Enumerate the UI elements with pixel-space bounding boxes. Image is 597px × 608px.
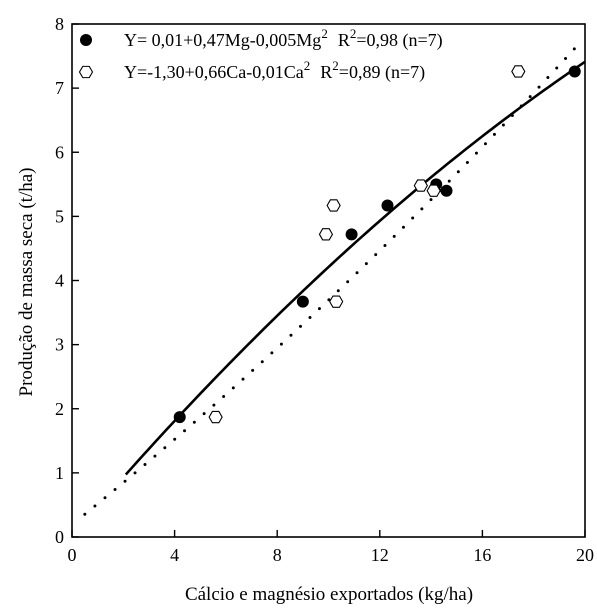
legend-marker-ca xyxy=(78,65,94,79)
x-tick-label: 16 xyxy=(473,545,491,565)
y-tick-label: 1 xyxy=(55,463,64,483)
y-axis-label: Produção de massa seca (t/ha) xyxy=(16,168,37,397)
legend: Y= 0,01+0,47Mg-0,005Mg2 R2=0,98 (n=7)Y=-1… xyxy=(78,26,443,83)
point-mg xyxy=(345,228,358,241)
point-mg xyxy=(381,199,394,212)
x-tick-label: 4 xyxy=(170,545,179,565)
point-mg xyxy=(440,184,453,197)
legend-marker-mg xyxy=(80,34,92,46)
point-ca xyxy=(208,410,223,424)
plot-border xyxy=(71,23,586,538)
y-tick-label: 0 xyxy=(55,527,64,547)
x-tick-label: 8 xyxy=(273,545,282,565)
legend-equation-mg: Y= 0,01+0,47Mg-0,005Mg2 R2=0,98 (n=7) xyxy=(124,26,443,51)
y-tick-label: 6 xyxy=(55,142,64,162)
y-tick-label: 7 xyxy=(55,78,64,98)
x-axis-label: Cálcio e magnésio exportados (kg/ha) xyxy=(185,584,473,605)
y-tick-label: 5 xyxy=(55,206,64,226)
equation-r-exponent: 2 xyxy=(350,26,357,41)
point-ca xyxy=(413,179,428,192)
plot-frame xyxy=(71,23,586,538)
y-tick-label: 2 xyxy=(55,399,64,419)
point-ca xyxy=(329,295,344,308)
point-ca xyxy=(326,199,341,212)
x-tick-label: 0 xyxy=(68,545,77,565)
equation-r-letter: R xyxy=(338,30,350,50)
equation-r-exponent: 2 xyxy=(332,58,339,73)
point-mg xyxy=(568,65,581,78)
equation-main: Y=-1,30+0,66Ca-0,01Ca xyxy=(124,62,304,82)
point-ca xyxy=(511,65,526,78)
y-axis-ticks: 0 1 2 3 4 5 6 7 8 xyxy=(55,14,79,547)
y-tick-label: 8 xyxy=(55,14,64,34)
equation-main: Y= 0,01+0,47Mg-0,005Mg xyxy=(124,30,321,50)
fit-curve-mg xyxy=(124,60,586,476)
equation-r2-value: =0,89 (n=7) xyxy=(339,62,425,83)
fit-curve-ca xyxy=(83,46,577,516)
y-tick-label: 3 xyxy=(55,335,64,355)
x-tick-label: 12 xyxy=(371,545,389,565)
equation-r-letter: R xyxy=(320,62,332,82)
equation-exponent: 2 xyxy=(304,58,311,73)
point-ca xyxy=(318,228,334,241)
point-mg xyxy=(173,411,186,424)
y-tick-label: 4 xyxy=(55,271,64,291)
fit-curves xyxy=(83,46,586,516)
data-points xyxy=(173,65,581,424)
equation-r2-value: =0,98 (n=7) xyxy=(356,30,442,51)
point-ca xyxy=(426,184,441,197)
legend-equation-ca: Y=-1,30+0,66Ca-0,01Ca2 R2=0,89 (n=7) xyxy=(124,58,425,83)
x-tick-label: 20 xyxy=(576,545,594,565)
equation-exponent: 2 xyxy=(321,26,328,41)
x-axis-ticks: 0 4 8 12 16 20 xyxy=(68,530,594,565)
point-mg xyxy=(296,295,309,308)
